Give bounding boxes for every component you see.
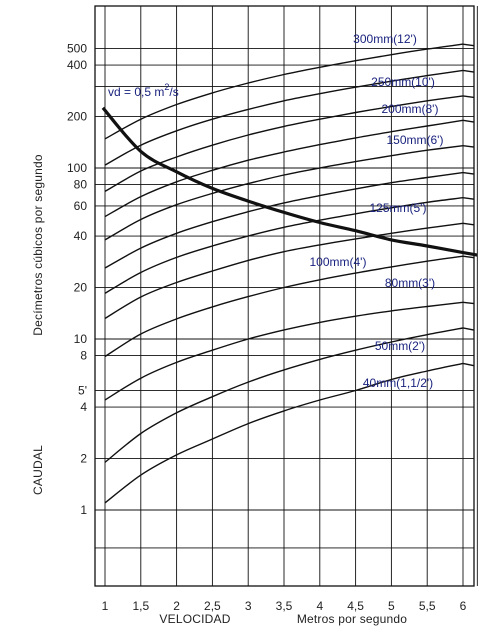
pipe-curve-9: [104, 95, 464, 193]
pipe-curve-2: [104, 301, 464, 401]
pipe-curve-tail: [462, 119, 475, 123]
x-tick-label: 3,5: [276, 599, 293, 613]
pipe-curve-tail: [462, 197, 475, 200]
pipe-curve-tail: [462, 145, 475, 148]
pipe-curve-7: [104, 145, 464, 241]
pipe-curve-4: [104, 222, 464, 320]
vd-curve: [101, 106, 478, 257]
x-tick-label: 2,5: [204, 599, 221, 613]
y-tick-label: 500: [67, 41, 87, 55]
y-tick-label: 80: [74, 178, 88, 192]
pipe-curve-10: [104, 69, 464, 166]
plot-frame: [94, 5, 475, 587]
pipe-curve-tail: [462, 43, 475, 47]
pipe-curve-11: [104, 43, 464, 140]
series-label: 200mm(8'): [382, 102, 439, 116]
pipe-curve-tail: [462, 301, 475, 305]
pipe-curve-tail: [462, 327, 475, 331]
pipe-curve-1: [104, 327, 464, 463]
y-tick-label: 40: [74, 229, 88, 243]
pipe-curve-6: [104, 171, 464, 269]
series-label: 125mm(5'): [370, 201, 427, 215]
y-tick-label: 60: [74, 199, 88, 213]
series-label: 50mm(2'): [375, 339, 425, 353]
series-label: 80mm(3'): [385, 276, 435, 290]
y-tick-label: 5': [78, 383, 87, 397]
x-tick-label: 6: [460, 599, 467, 613]
x-tick-label: 4: [316, 599, 323, 613]
x-tick-label: 1: [102, 599, 109, 613]
x-tick-label: 3: [245, 599, 252, 613]
y-tick-label: 4: [80, 400, 87, 414]
pipe-curve-tail: [462, 69, 475, 73]
highlight-curve: [101, 106, 478, 257]
y-tick-label: 1: [80, 503, 87, 517]
series-label: 250mm(10'): [371, 75, 435, 89]
pipe-curve-tail: [462, 171, 475, 175]
pipe-curve-8: [104, 119, 464, 218]
y-tick-label: 100: [67, 161, 87, 175]
y-tick-label: 400: [67, 58, 87, 72]
x-tick-label: 5,5: [419, 599, 436, 613]
grid: [94, 5, 478, 587]
tick-labels: 1 1,5 2 2,5 3 3,5 4 4,5 5 5,5 6 1 2 4 5' 8 10 20 40 60 80 100…: [67, 41, 467, 613]
pipe-curve-tail: [462, 255, 475, 259]
series-label: 150mm(6'): [387, 133, 444, 147]
x-tick-label: 5: [388, 599, 395, 613]
x-axis-title: VELOCIDAD: [159, 612, 230, 626]
pipe-curve-tail: [462, 95, 475, 99]
y-axis-title: Decímetros cúbicos por segundo: [31, 154, 45, 336]
y-axis-title-prefix: CAUDAL: [31, 445, 45, 495]
series-label: 40mm(1,1/2'): [363, 376, 433, 390]
x-axis-unit: Metros por segundo: [297, 612, 407, 626]
pipe-curve-3: [104, 255, 464, 358]
series-labels: 40mm(1,1/2') 50mm(2') 80mm(3') 100mm(4') 125…: [108, 32, 443, 390]
pipe-curve-tail: [462, 362, 475, 367]
y-tick-label: 8: [80, 349, 87, 363]
y-tick-label: 10: [74, 332, 88, 346]
pipe-curve-0: [104, 362, 464, 504]
vd-curve-label: vd = 0,5 m2/s: [108, 82, 179, 99]
series-label: 300mm(12'): [353, 32, 417, 46]
x-tick-label: 4,5: [347, 599, 364, 613]
pipe-curve-tail: [462, 222, 475, 226]
y-tick-label: 20: [74, 281, 88, 295]
y-tick-label: 2: [80, 452, 87, 466]
y-tick-label: 200: [67, 110, 87, 124]
pipe-curve-5: [104, 197, 464, 294]
pipe-curves: [104, 43, 475, 504]
series-label: 100mm(4'): [310, 255, 367, 269]
x-tick-label: 2: [173, 599, 180, 613]
x-tick-label: 1,5: [132, 599, 149, 613]
